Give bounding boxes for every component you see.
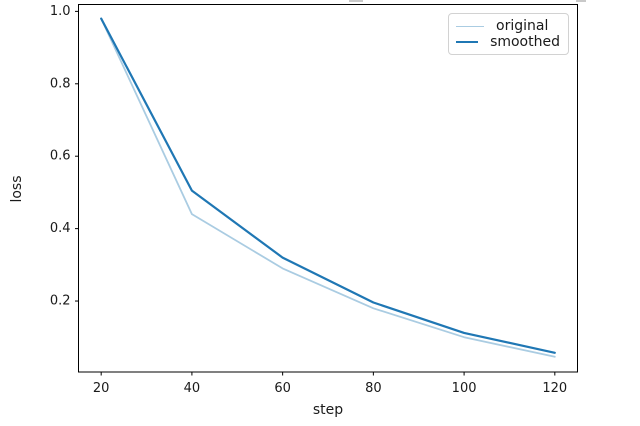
x-tick-label: 120 bbox=[542, 381, 567, 396]
x-tick-label: 80 bbox=[365, 381, 382, 396]
x-tick-label: 60 bbox=[274, 381, 291, 396]
y-tick-label: 0.6 bbox=[50, 149, 71, 164]
cropped-ui-artifact bbox=[349, 0, 363, 2]
y-axis-label: loss bbox=[9, 175, 25, 203]
x-tick-label: 100 bbox=[452, 381, 477, 396]
cropped-ui-artifact bbox=[576, 0, 586, 2]
series-line-original bbox=[100, 17, 556, 358]
series-line-smoothed bbox=[100, 17, 556, 354]
x-tick-label: 20 bbox=[93, 381, 110, 396]
y-tick-label: 0.8 bbox=[50, 76, 71, 91]
legend-item-smoothed: smoothed bbox=[456, 34, 560, 50]
y-tick-label: 0.2 bbox=[50, 294, 71, 309]
legend-label-smoothed: smoothed bbox=[490, 34, 560, 50]
legend-label-original: original bbox=[496, 18, 549, 34]
legend-line-swatch-smoothed bbox=[456, 41, 479, 43]
axes-frame bbox=[78, 4, 578, 373]
legend-line-swatch-original bbox=[456, 25, 484, 27]
y-tick-label: 0.4 bbox=[50, 221, 71, 236]
x-tick-label: 40 bbox=[184, 381, 201, 396]
legend: original smoothed bbox=[448, 13, 569, 55]
y-tick-label: 1.0 bbox=[50, 4, 71, 19]
x-axis-label: step bbox=[312, 402, 344, 418]
legend-item-original: original bbox=[456, 18, 560, 34]
